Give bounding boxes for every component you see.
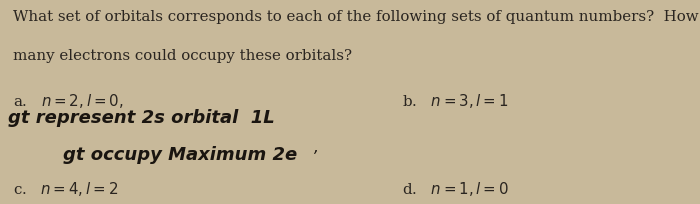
Text: many electrons could occupy these orbitals?: many electrons could occupy these orbita…	[13, 49, 351, 63]
Text: What set of orbitals corresponds to each of the following sets of quantum number: What set of orbitals corresponds to each…	[13, 10, 698, 24]
Text: c.   $n = 4, l = 2$: c. $n = 4, l = 2$	[13, 180, 118, 197]
Text: a.   $n = 2, l = 0,$: a. $n = 2, l = 0,$	[13, 92, 123, 110]
Text: gt occupy Maximum 2e: gt occupy Maximum 2e	[63, 145, 298, 163]
Text: b.   $n = 3, l = 1$: b. $n = 3, l = 1$	[402, 92, 509, 110]
Text: gt represent 2s orbital  1L: gt represent 2s orbital 1L	[8, 108, 275, 126]
Text: ’: ’	[312, 149, 316, 164]
Text: d.   $n = 1, l = 0$: d. $n = 1, l = 0$	[402, 180, 510, 197]
